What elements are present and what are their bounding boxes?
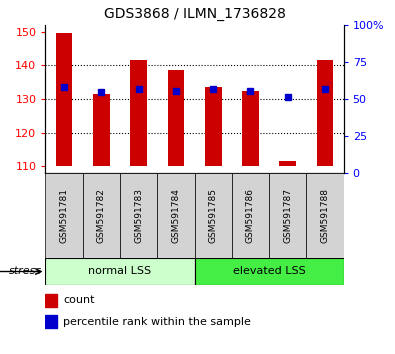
Bar — [45, 315, 57, 328]
Bar — [205, 87, 222, 166]
Text: GSM591788: GSM591788 — [320, 188, 329, 243]
Text: count: count — [63, 295, 95, 306]
Text: GSM591782: GSM591782 — [97, 188, 106, 243]
Bar — [307, 173, 344, 258]
Text: GSM591784: GSM591784 — [171, 188, 181, 243]
Bar — [194, 173, 232, 258]
Title: GDS3868 / ILMN_1736828: GDS3868 / ILMN_1736828 — [103, 7, 286, 21]
Bar — [194, 258, 344, 285]
Bar — [279, 161, 296, 166]
Text: stress: stress — [9, 267, 42, 276]
Bar — [157, 173, 194, 258]
Bar — [83, 173, 120, 258]
Text: percentile rank within the sample: percentile rank within the sample — [63, 316, 251, 327]
Bar — [232, 173, 269, 258]
Bar — [269, 173, 307, 258]
Bar — [56, 33, 72, 166]
Text: GSM591781: GSM591781 — [60, 188, 69, 243]
Bar — [317, 60, 333, 166]
Bar — [242, 91, 259, 166]
Bar — [130, 60, 147, 166]
Text: GSM591785: GSM591785 — [209, 188, 218, 243]
Text: elevated LSS: elevated LSS — [233, 267, 305, 276]
Bar — [93, 94, 110, 166]
Text: GSM591783: GSM591783 — [134, 188, 143, 243]
Text: GSM591786: GSM591786 — [246, 188, 255, 243]
Bar — [120, 173, 157, 258]
Bar — [45, 258, 194, 285]
Bar — [167, 70, 184, 166]
Bar — [45, 173, 83, 258]
Text: GSM591787: GSM591787 — [283, 188, 292, 243]
Text: normal LSS: normal LSS — [88, 267, 152, 276]
Bar — [45, 294, 57, 307]
